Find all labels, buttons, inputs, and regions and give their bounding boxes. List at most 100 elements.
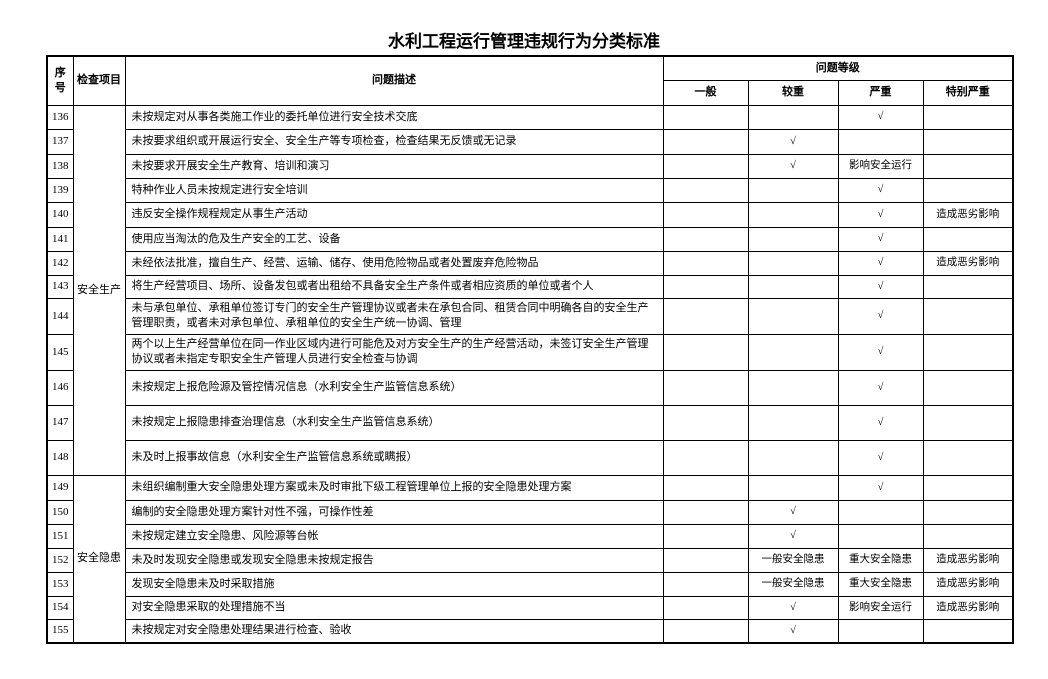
extreme-level-cell: 造成恶劣影响 [922, 250, 1014, 276]
header-description: 问题描述 [124, 55, 664, 106]
extreme-level-cell [922, 104, 1014, 130]
seq-cell: 136 [46, 104, 74, 130]
description-cell: 未及时上报事故信息（水利安全生产监管信息系统或瞒报） [124, 439, 664, 476]
general-level-cell [662, 571, 749, 597]
severe-level-cell [837, 523, 924, 549]
general-level-cell [662, 104, 749, 130]
table-row: 145 两个以上生产经营单位在同一作业区域内进行可能危及对方安全生产的生产经营活动… [46, 333, 1014, 371]
severe-level-cell: √ [837, 333, 924, 371]
severe-level-cell: √ [837, 250, 924, 276]
description-cell: 违反安全操作规程规定从事生产活动 [124, 201, 664, 228]
category-cell: 安全隐患 [72, 474, 126, 644]
seq-cell: 140 [46, 201, 74, 228]
moderate-level-cell: 一般安全隐患 [747, 571, 839, 597]
general-level-cell [662, 201, 749, 228]
seq-cell: 152 [46, 547, 74, 573]
description-cell: 对安全隐患采取的处理措施不当 [124, 595, 664, 620]
seq-cell: 137 [46, 128, 74, 155]
seq-cell: 139 [46, 177, 74, 203]
table-row: 148 未及时上报事故信息（水利安全生产监管信息系统或瞒报） √ [46, 439, 1014, 476]
general-level-cell [662, 404, 749, 441]
header-level-severe: 严重 [837, 79, 924, 106]
description-cell: 使用应当淘汰的危及生产安全的工艺、设备 [124, 226, 664, 252]
extreme-level-cell [922, 369, 1014, 406]
table-row: 146 未按规定上报危险源及管控情况信息（水利安全生产监管信息系统） √ [46, 369, 1014, 406]
moderate-level-cell [747, 226, 839, 252]
header-level-extreme: 特别严重 [922, 79, 1014, 106]
severe-level-cell: √ [837, 201, 924, 228]
moderate-level-cell: √ [747, 153, 839, 179]
severe-level-cell: 影响安全运行 [837, 153, 924, 179]
extreme-level-cell [922, 439, 1014, 476]
seq-cell: 149 [46, 474, 74, 501]
moderate-level-cell: √ [747, 499, 839, 525]
extreme-level-cell [922, 274, 1014, 299]
seq-cell: 145 [46, 333, 74, 371]
severe-level-cell: √ [837, 369, 924, 406]
moderate-level-cell [747, 369, 839, 406]
description-cell: 未按规定对安全隐患处理结果进行检查、验收 [124, 618, 664, 644]
general-level-cell [662, 547, 749, 573]
moderate-level-cell [747, 297, 839, 335]
general-level-cell [662, 250, 749, 276]
table-row: 151 未按规定建立安全隐患、风险源等台帐 √ [46, 523, 1014, 549]
extreme-level-cell: 造成恶劣影响 [922, 595, 1014, 620]
seq-cell: 153 [46, 571, 74, 597]
moderate-level-cell [747, 250, 839, 276]
extreme-level-cell [922, 128, 1014, 155]
severe-level-cell [837, 128, 924, 155]
moderate-level-cell [747, 474, 839, 501]
table-header: 序号 检查项目 问题描述 问题等级 一般 较重 严重 特别严重 [46, 55, 1014, 106]
severe-level-cell: √ [837, 104, 924, 130]
general-level-cell [662, 369, 749, 406]
description-cell: 未按规定上报隐患排查治理信息（水利安全生产监管信息系统） [124, 404, 664, 441]
table-row: 150 编制的安全隐患处理方案针对性不强，可操作性差 √ [46, 499, 1014, 525]
header-category: 检查项目 [72, 55, 126, 106]
seq-cell: 151 [46, 523, 74, 549]
table-row: 149 安全隐患 未组织编制重大安全隐患处理方案或未及时审批下级工程管理单位上报的安… [46, 474, 1014, 644]
moderate-level-cell: √ [747, 618, 839, 644]
severe-level-cell [837, 618, 924, 644]
general-level-cell [662, 474, 749, 501]
moderate-level-cell [747, 177, 839, 203]
seq-cell: 146 [46, 369, 74, 406]
seq-cell: 154 [46, 595, 74, 620]
table-body: 136 安全生产 未按规定对从事各类施工作业的委托单位进行安全技术交底 √ 137 未按要… [46, 104, 1014, 644]
extreme-level-cell [922, 618, 1014, 644]
extreme-level-cell [922, 297, 1014, 335]
extreme-level-cell [922, 177, 1014, 203]
general-level-cell [662, 333, 749, 371]
description-cell: 未按规定对从事各类施工作业的委托单位进行安全技术交底 [124, 104, 664, 130]
extreme-level-cell: 造成恶劣影响 [922, 547, 1014, 573]
table-row: 152 未及时发现安全隐患或发现安全隐患未按规定报告 一般安全隐患 重大安全隐患 造成恶… [46, 547, 1014, 573]
document-title: 水利工程运行管理违规行为分类标准 [388, 32, 660, 51]
seq-cell: 143 [46, 274, 74, 299]
table-row: 153 发现安全隐患未及时采取措施 一般安全隐患 重大安全隐患 造成恶劣影响 [46, 571, 1014, 597]
seq-cell: 142 [46, 250, 74, 276]
general-level-cell [662, 499, 749, 525]
table-row: 138 未按要求开展安全生产教育、培训和演习 √ 影响安全运行 [46, 153, 1014, 179]
table-row: 141 使用应当淘汰的危及生产安全的工艺、设备 √ [46, 226, 1014, 252]
table-row: 140 违反安全操作规程规定从事生产活动 √ 造成恶劣影响 [46, 201, 1014, 228]
extreme-level-cell [922, 499, 1014, 525]
description-cell: 未按要求开展安全生产教育、培训和演习 [124, 153, 664, 179]
description-cell: 未经依法批准，擅自生产、经营、运输、储存、使用危险物品或者处置废弃危险物品 [124, 250, 664, 276]
general-level-cell [662, 177, 749, 203]
header-seq: 序号 [46, 55, 74, 106]
seq-cell: 155 [46, 618, 74, 644]
description-cell: 将生产经营项目、场所、设备发包或者出租给不具备安全生产条件或者相应资质的单位或者… [124, 274, 664, 299]
general-level-cell [662, 226, 749, 252]
header-row-1: 序号 检查项目 问题描述 问题等级 [46, 55, 1014, 106]
general-level-cell [662, 439, 749, 476]
extreme-level-cell [922, 474, 1014, 501]
severe-level-cell: √ [837, 177, 924, 203]
severe-level-cell: √ [837, 404, 924, 441]
table-row: 143 将生产经营项目、场所、设备发包或者出租给不具备安全生产条件或者相应资质的单… [46, 274, 1014, 299]
description-cell: 未及时发现安全隐患或发现安全隐患未按规定报告 [124, 547, 664, 573]
extreme-level-cell: 造成恶劣影响 [922, 201, 1014, 228]
severe-level-cell: √ [837, 297, 924, 335]
severe-level-cell: √ [837, 474, 924, 501]
extreme-level-cell [922, 333, 1014, 371]
seq-cell: 147 [46, 404, 74, 441]
